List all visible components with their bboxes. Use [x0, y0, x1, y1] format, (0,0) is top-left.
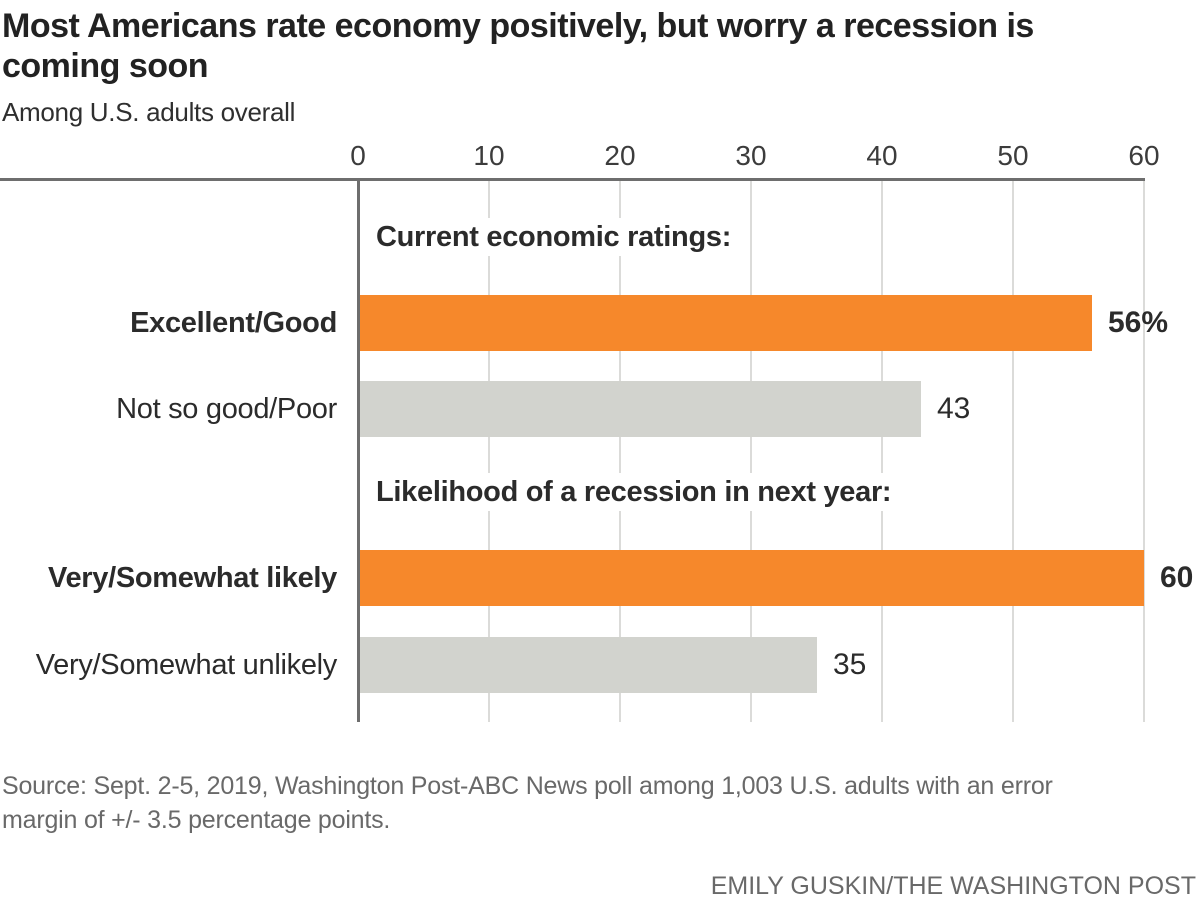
x-axis-tick-label-40: 40 [866, 140, 898, 171]
byline-credit: EMILY GUSKIN/THE WASHINGTON POST [710, 872, 1196, 900]
category-label: Very/Somewhat unlikely [35, 649, 338, 681]
chart-title: Most Americans rate economy positively, … [2, 6, 1194, 86]
source-note-line1: Source: Sept. 2-5, 2019, Washington Post… [2, 772, 1053, 800]
value-label: 35 [833, 648, 867, 681]
x-axis-tick-label-10: 10 [473, 140, 505, 171]
chart-subtitle: Among U.S. adults overall [2, 97, 296, 127]
section-header-2: Likelihood of a recession in next year: [366, 473, 902, 511]
x-axis-tick-label-60: 60 [1128, 140, 1160, 171]
gridline-40 [881, 181, 883, 722]
bar-highlight [358, 550, 1144, 606]
x-axis-line [0, 178, 1145, 181]
source-note-line2: margin of +/- 3.5 percentage points. [2, 806, 391, 834]
section-header-1: Current economic ratings: [366, 218, 742, 256]
category-label: Excellent/Good [130, 307, 337, 339]
plot-area: Current economic ratings: Excellent/Good 5… [0, 181, 1200, 722]
bar-highlight [358, 295, 1092, 351]
x-axis-tick-label-20: 20 [604, 140, 636, 171]
value-label: 43 [937, 392, 971, 425]
category-label: Not so good/Poor [116, 393, 337, 425]
gridline-60 [1143, 181, 1145, 722]
gridline-20 [619, 181, 621, 722]
baseline-gridline [357, 181, 360, 722]
x-axis-tick-label-50: 50 [997, 140, 1029, 171]
category-label: Very/Somewhat likely [48, 562, 337, 594]
value-label: 56% [1108, 306, 1169, 339]
bar-muted [358, 637, 817, 693]
bar-muted [358, 381, 921, 437]
source-note: Source: Sept. 2-5, 2019, Washington Post… [2, 769, 1102, 837]
x-axis-tick-label-0: 0 [350, 140, 366, 171]
gridline-50 [1012, 181, 1014, 722]
value-label: 60 [1160, 561, 1194, 594]
x-axis-tick-label-30: 30 [735, 140, 767, 171]
gridline-30 [750, 181, 752, 722]
gridline-10 [488, 181, 490, 722]
chart-title-line1: Most Americans rate economy positively, … [2, 7, 1034, 45]
chart-title-line2: coming soon [2, 47, 209, 85]
